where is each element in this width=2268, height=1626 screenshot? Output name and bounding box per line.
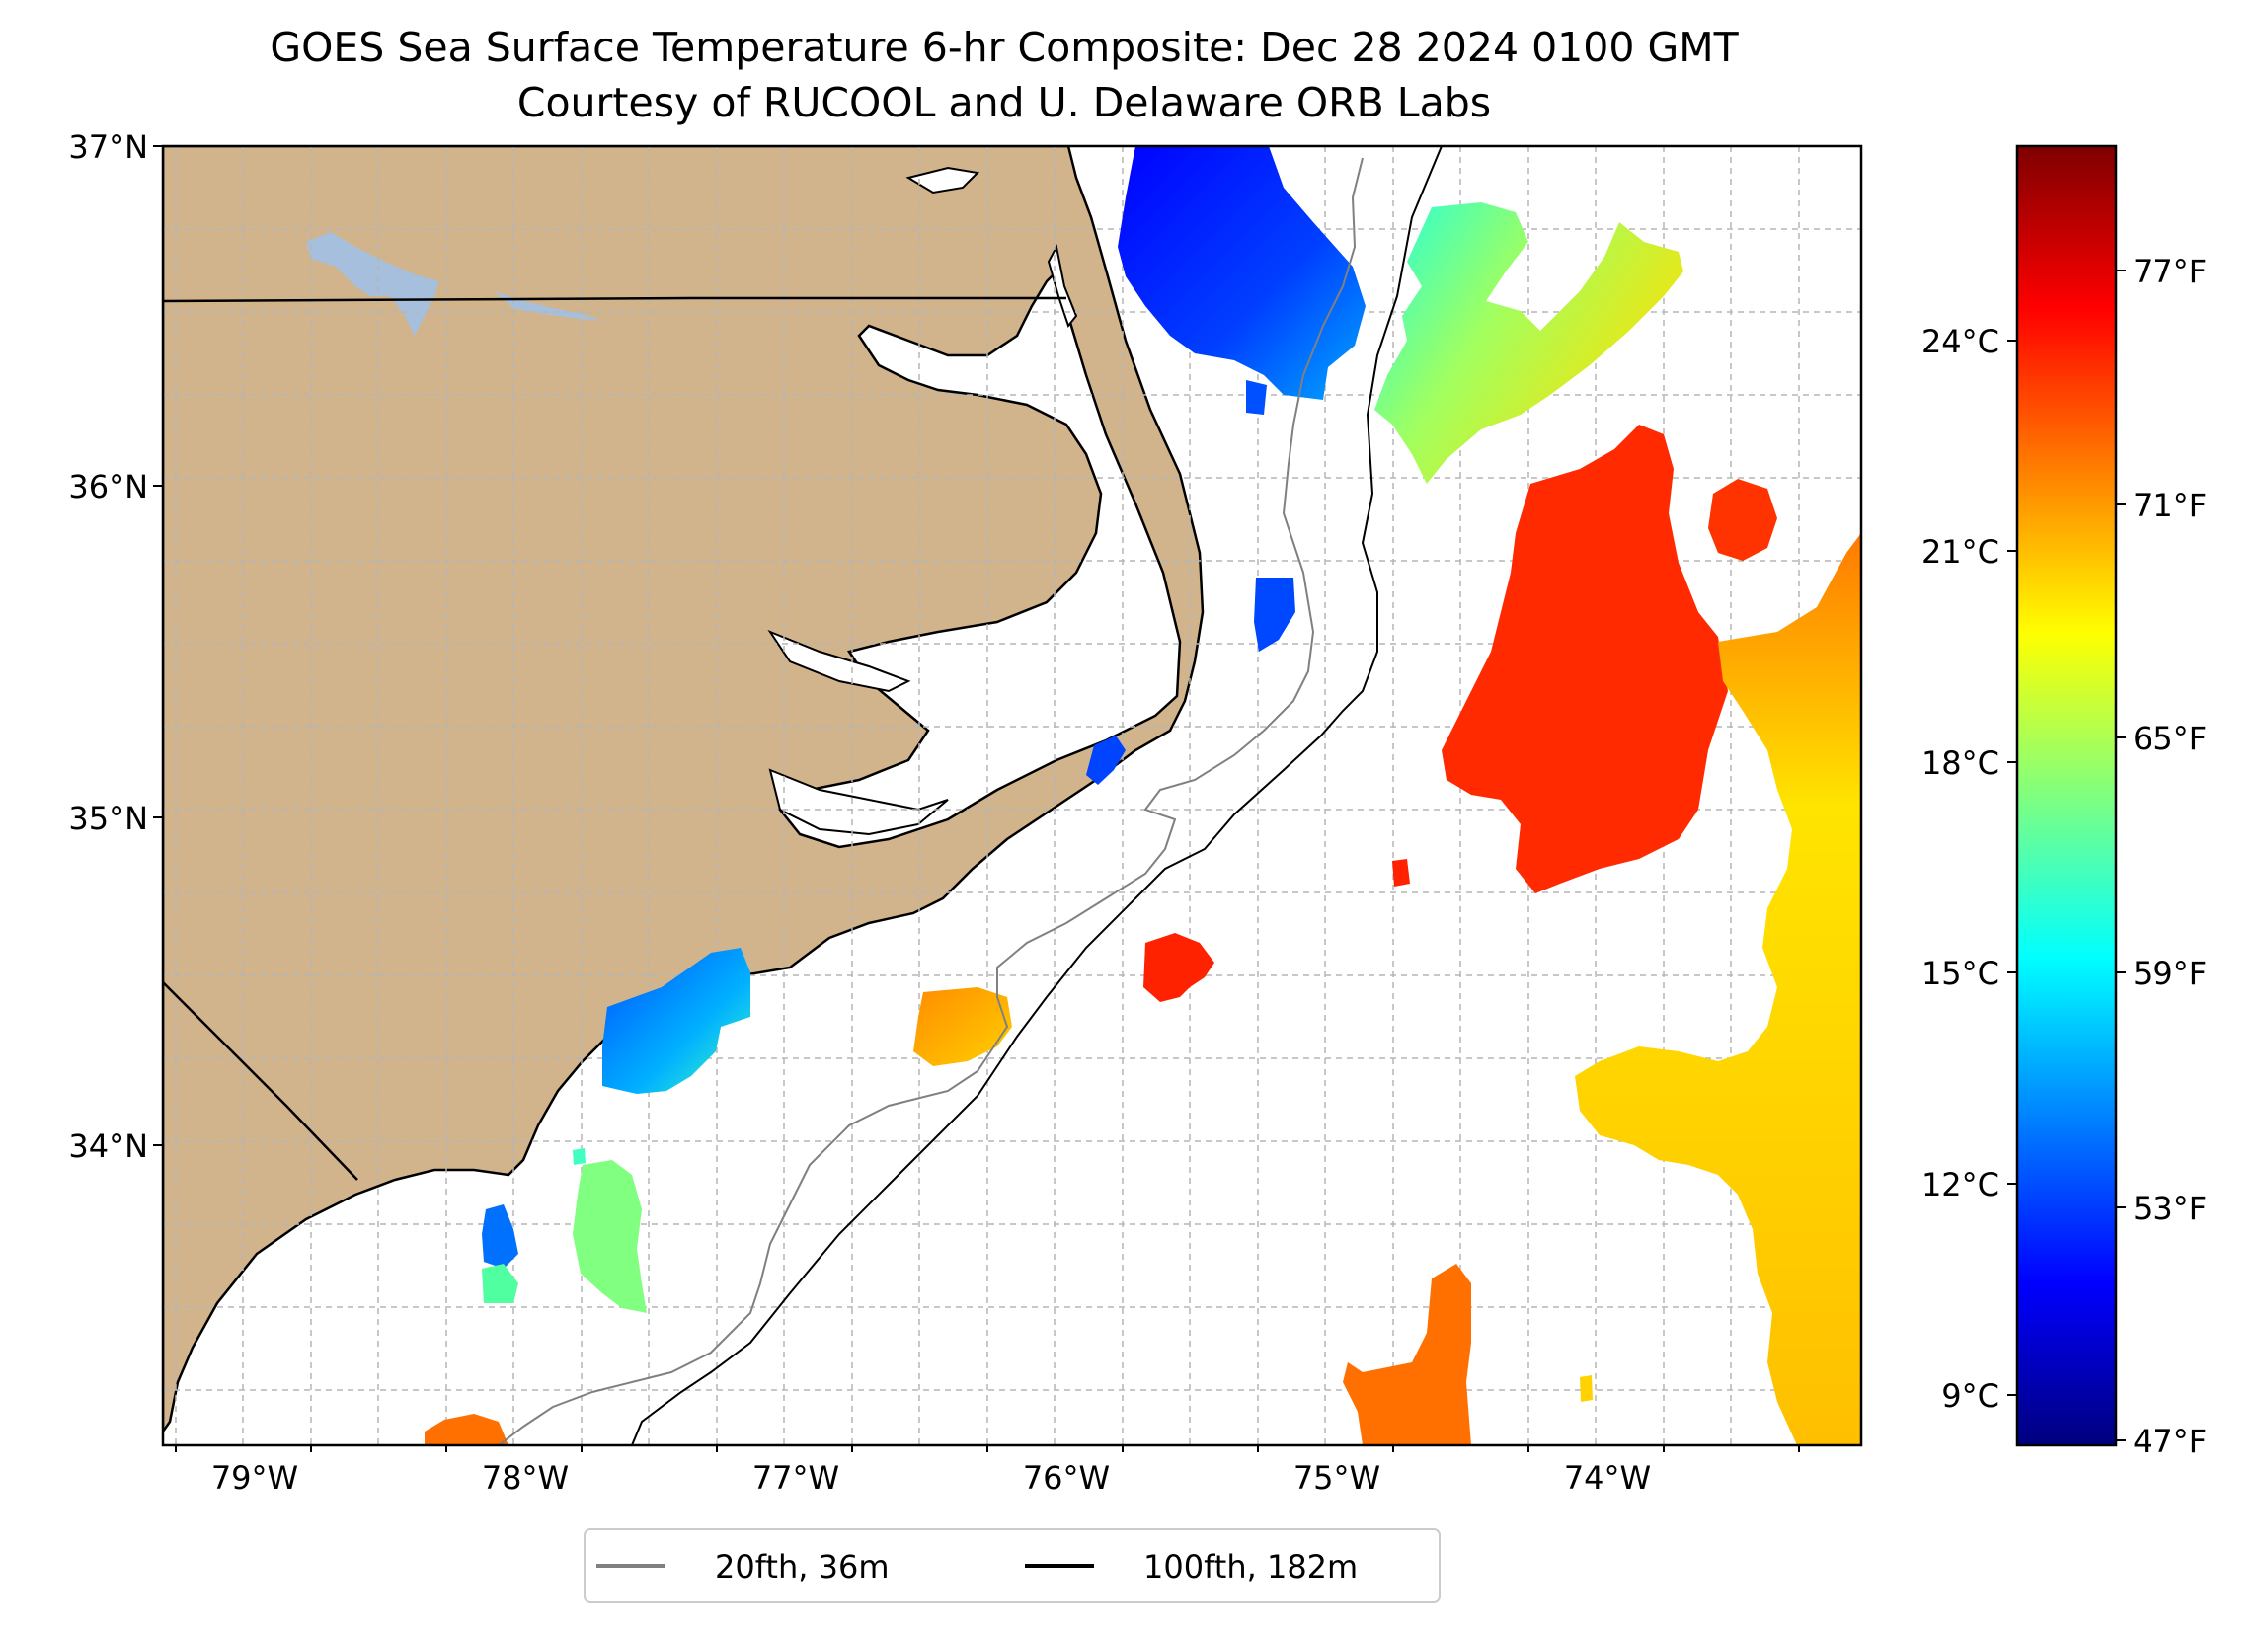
pamlico-river: [767, 629, 911, 693]
cbar-c-9: 9°C: [1941, 1377, 1999, 1415]
lon-label-74: 74°W: [1564, 1459, 1651, 1497]
sst-patch-east-band: [1575, 533, 1861, 1445]
lat-label-35: 35°N: [68, 800, 148, 837]
sst-patch-south-orange: [1343, 1264, 1471, 1445]
sst-patch-small-red: [1143, 933, 1214, 1002]
lon-label-77: 77°W: [752, 1459, 839, 1497]
map-area: [163, 146, 1861, 1445]
sst-patch-cape-fear-blue: [482, 1204, 518, 1269]
cbar-c-21: 21°C: [1921, 533, 1999, 571]
map-frame: [161, 144, 1863, 1447]
sst-patch-cape-hatteras: [1254, 578, 1295, 652]
sst-patch-cape-fear-green: [482, 1264, 518, 1303]
legend-label-20fth: 20fth, 36m: [715, 1548, 889, 1586]
sst-patch-onslow-bay: [602, 948, 750, 1094]
state-border-nc-sc: [163, 981, 358, 1181]
sst-patch-green-shelf: [573, 1160, 647, 1313]
cbar-f-59: 59°F: [2133, 955, 2207, 992]
lon-label-76: 76°W: [1023, 1459, 1110, 1497]
cbar-c-15: 15°C: [1921, 955, 1999, 992]
sst-patch-green-dot: [573, 1148, 586, 1165]
sst-patch-virginia: [1118, 146, 1366, 400]
title-line-1: GOES Sea Surface Temperature 6-hr Compos…: [270, 24, 1739, 71]
sst-patch-gulf-stream: [1442, 425, 1728, 893]
lon-label-79: 79°W: [211, 1459, 298, 1497]
currituck-sound: [1047, 244, 1078, 329]
colorbar-gradient: [2015, 144, 2118, 1447]
title-line-2: Courtesy of RUCOOL and U. Delaware ORB L…: [517, 79, 1491, 126]
legend-label-100fth: 100fth, 182m: [1143, 1548, 1358, 1586]
chesapeake-inlet: [905, 166, 980, 194]
lon-label-75: 75°W: [1293, 1459, 1380, 1497]
sst-patch-va-spur: [1246, 380, 1267, 415]
sst-patch-small-yellow: [1580, 1375, 1593, 1402]
cbar-f-65: 65°F: [2133, 720, 2207, 757]
albemarle-pamlico-sound: [778, 269, 1182, 849]
land-mass: [163, 146, 1205, 1434]
cbar-c-24: 24°C: [1921, 323, 1999, 360]
cbar-f-71: 71°F: [2133, 487, 2207, 524]
sst-patch-eddy: [1708, 479, 1777, 561]
kerr-lake: [306, 232, 602, 336]
sst-patch-filament: [1374, 202, 1683, 484]
lat-label-37: 37°N: [68, 128, 148, 166]
cbar-c-12: 12°C: [1921, 1166, 1999, 1203]
legend: 20fth, 36m 100fth, 182m: [584, 1528, 1441, 1603]
sst-patch-ocracoke: [1086, 736, 1126, 785]
cbar-f-77: 77°F: [2133, 253, 2207, 290]
isobath-20fth: [498, 157, 1364, 1445]
cbar-f-53: 53°F: [2133, 1190, 2207, 1227]
state-border-va-nc: [163, 296, 1066, 303]
lat-label-34: 34°N: [68, 1127, 148, 1165]
sst-patch-cape-lookout: [913, 987, 1012, 1066]
cbar-f-47: 47°F: [2133, 1423, 2207, 1460]
cbar-c-18: 18°C: [1921, 744, 1999, 782]
lon-label-78: 78°W: [482, 1459, 569, 1497]
isobath-100fth: [631, 146, 1443, 1445]
sst-patch-bottom-left: [425, 1414, 508, 1445]
colorbar: 24°C 21°C 18°C 15°C 12°C 9°C 77°F 71°F 6…: [1921, 144, 2207, 1460]
sst-patch-tiny-red: [1392, 859, 1410, 887]
neuse-river: [768, 768, 949, 836]
lat-label-36: 36°N: [68, 468, 148, 505]
